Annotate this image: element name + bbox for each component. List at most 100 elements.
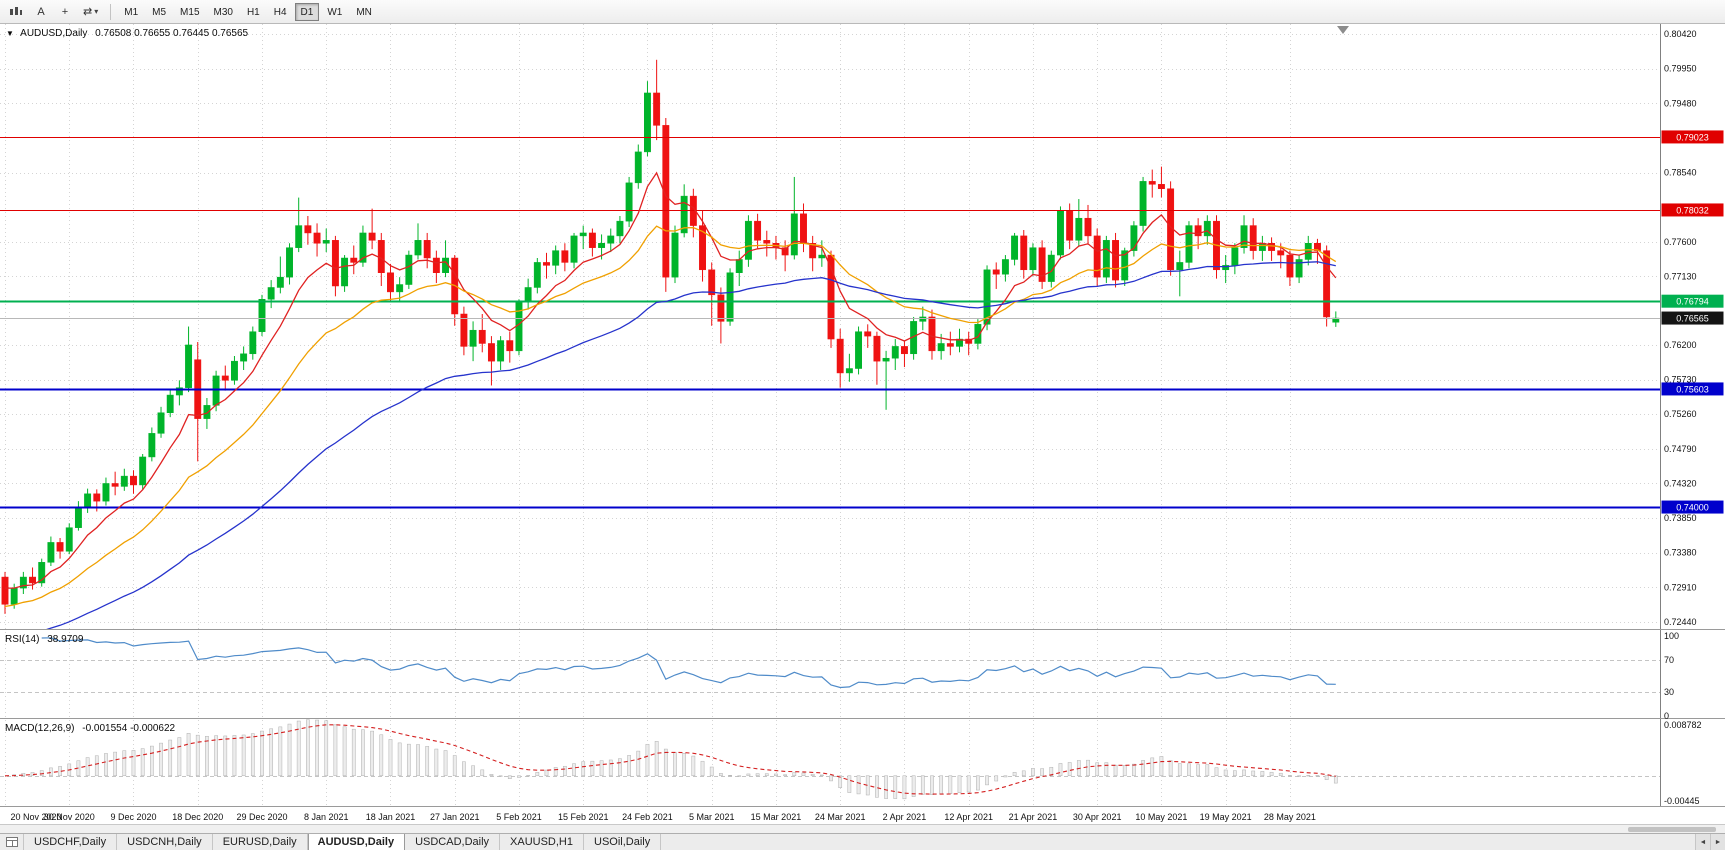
tab-XAUUSD[interactable]: XAUUSD,H1 xyxy=(500,834,584,850)
price-axis-labels: 0.80420 0.79950 0.79480 0.78540 0.77600 0.771… xyxy=(1664,29,1697,627)
svg-text:0.75260: 0.75260 xyxy=(1664,409,1697,419)
chart-shift-marker-icon[interactable] xyxy=(1337,26,1349,34)
tab-scroll-arrows: ◄ ► xyxy=(1695,834,1725,850)
hline-price-flag xyxy=(1661,382,1724,396)
timeframe-M15[interactable]: M15 xyxy=(174,3,205,21)
svg-text:20 Nov 2020: 20 Nov 2020 xyxy=(10,812,61,822)
svg-text:0.74000: 0.74000 xyxy=(1676,503,1709,513)
svg-text:30 Nov 2020: 30 Nov 2020 xyxy=(44,812,95,822)
svg-text:0.74320: 0.74320 xyxy=(1664,478,1697,488)
svg-text:15 Feb 2021: 15 Feb 2021 xyxy=(558,812,609,822)
last-price-flag xyxy=(1661,311,1724,325)
svg-text:0.72440: 0.72440 xyxy=(1664,617,1697,627)
hline-price-flag xyxy=(1661,500,1724,514)
svg-text:0.78540: 0.78540 xyxy=(1664,168,1697,178)
chart-canvas[interactable]: 0.80420 0.79950 0.79480 0.78540 0.77600 0.771… xyxy=(0,24,1725,824)
svg-text:29 Dec 2020: 29 Dec 2020 xyxy=(236,812,287,822)
rsi-axis-label: 0 xyxy=(1664,711,1669,721)
timeframe-M5[interactable]: M5 xyxy=(146,3,172,21)
macd-axis-label: -0.00445 xyxy=(1664,796,1700,806)
svg-text:0.79950: 0.79950 xyxy=(1664,64,1697,74)
tab-scroll-right-button[interactable]: ► xyxy=(1710,834,1725,850)
chart-background xyxy=(0,24,1725,824)
crosshair-button[interactable]: + xyxy=(54,2,76,21)
chart-tabs-bar: USDCHF,Daily USDCNH,Daily EURUSD,Daily AUDU… xyxy=(0,833,1725,850)
rsi-line xyxy=(41,637,1336,689)
tab-USOil[interactable]: USOil,Daily xyxy=(584,834,662,850)
timeframe-M30[interactable]: M30 xyxy=(208,3,239,21)
svg-text:0.76794: 0.76794 xyxy=(1676,297,1709,307)
text-tool-button[interactable]: A xyxy=(30,2,52,21)
rsi-axis-label: 70 xyxy=(1664,655,1674,665)
hline-price-flag xyxy=(1661,130,1724,144)
svg-text:0.80420: 0.80420 xyxy=(1664,29,1697,39)
rsi-axis-label: 100 xyxy=(1664,631,1679,641)
svg-text:12 Apr 2021: 12 Apr 2021 xyxy=(944,812,993,822)
svg-text:0.76200: 0.76200 xyxy=(1664,340,1697,350)
price-axis-background[interactable] xyxy=(1661,24,1725,824)
svg-text:0.72910: 0.72910 xyxy=(1664,582,1697,592)
tab-USDCHF[interactable]: USDCHF,Daily xyxy=(24,834,118,850)
macd-axis-label: 0.008782 xyxy=(1664,720,1702,730)
candlestick-chart-icon xyxy=(10,6,22,15)
svg-text:18 Dec 2020: 18 Dec 2020 xyxy=(172,812,223,822)
svg-text:19 May 2021: 19 May 2021 xyxy=(1200,812,1252,822)
timeframe-buttons: M1 M5 M15 M30 H1 H4 D1 W1 MN xyxy=(117,2,379,22)
chevron-down-icon: ▾ xyxy=(94,7,99,16)
crosshair-icon: + xyxy=(61,5,69,18)
rsi-axis-label: 30 xyxy=(1664,687,1674,697)
timeframe-M1[interactable]: M1 xyxy=(118,3,144,21)
grid-layer xyxy=(0,24,1660,806)
svg-text:21 Apr 2021: 21 Apr 2021 xyxy=(1009,812,1058,822)
chart-tabs: USDCHF,Daily USDCNH,Daily EURUSD,Daily AUDU… xyxy=(24,834,662,850)
templates-dropdown-button[interactable]: ⇄ ▾ xyxy=(78,2,103,21)
scrollbar-thumb[interactable] xyxy=(1628,827,1716,832)
svg-text:0.79023: 0.79023 xyxy=(1676,132,1709,142)
svg-text:0.75603: 0.75603 xyxy=(1676,384,1709,394)
candles-layer xyxy=(1,59,1340,614)
tab-EURUSD[interactable]: EURUSD,Daily xyxy=(213,834,308,850)
hline-objects xyxy=(0,137,1660,509)
tab-scroll-left-button[interactable]: ◄ xyxy=(1695,834,1710,850)
tab-AUDUSD[interactable]: AUDUSD,Daily xyxy=(307,834,406,850)
tab-USDCAD[interactable]: USDCAD,Daily xyxy=(405,834,501,850)
svg-text:24 Mar 2021: 24 Mar 2021 xyxy=(815,812,866,822)
horizontal-scrollbar[interactable] xyxy=(0,824,1725,833)
svg-text:10 May 2021: 10 May 2021 xyxy=(1135,812,1187,822)
svg-text:5 Mar 2021: 5 Mar 2021 xyxy=(689,812,735,822)
timeframe-H4[interactable]: H4 xyxy=(268,3,293,21)
svg-text:18 Jan 2021: 18 Jan 2021 xyxy=(366,812,416,822)
svg-text:2 Apr 2021: 2 Apr 2021 xyxy=(883,812,927,822)
timeframe-W1[interactable]: W1 xyxy=(321,3,348,21)
svg-text:0.74790: 0.74790 xyxy=(1664,444,1697,454)
svg-text:5 Feb 2021: 5 Feb 2021 xyxy=(496,812,542,822)
chart-window: 0.80420 0.79950 0.79480 0.78540 0.77600 0.771… xyxy=(0,24,1725,824)
swap-arrows-icon: ⇄ xyxy=(83,6,93,18)
toolbar: A + ⇄ ▾ M1 M5 M15 M30 H1 H4 D1 W1 MN xyxy=(0,0,1725,24)
svg-text:0.73850: 0.73850 xyxy=(1664,513,1697,523)
svg-text:0.79480: 0.79480 xyxy=(1664,98,1697,108)
toolbar-separator xyxy=(110,3,112,20)
svg-text:0.73380: 0.73380 xyxy=(1664,548,1697,558)
tab-USDCNH[interactable]: USDCNH,Daily xyxy=(117,834,213,850)
svg-text:28 May 2021: 28 May 2021 xyxy=(1264,812,1316,822)
svg-text:8 Jan 2021: 8 Jan 2021 xyxy=(304,812,349,822)
svg-text:15 Mar 2021: 15 Mar 2021 xyxy=(751,812,802,822)
svg-text:9 Dec 2020: 9 Dec 2020 xyxy=(110,812,156,822)
svg-text:24 Feb 2021: 24 Feb 2021 xyxy=(622,812,673,822)
timeframe-MN[interactable]: MN xyxy=(350,3,378,21)
timeframe-H1[interactable]: H1 xyxy=(241,3,266,21)
chart-type-button[interactable] xyxy=(4,2,28,21)
hline-price-flag xyxy=(1661,294,1724,308)
charts-list-icon[interactable] xyxy=(0,834,24,850)
macd-signal-line xyxy=(4,724,1336,795)
ma-21-line xyxy=(4,225,1337,608)
svg-text:30 Apr 2021: 30 Apr 2021 xyxy=(1073,812,1122,822)
timeframe-D1[interactable]: D1 xyxy=(294,3,320,22)
svg-text:27 Jan 2021: 27 Jan 2021 xyxy=(430,812,480,822)
svg-text:0.77600: 0.77600 xyxy=(1664,237,1697,247)
svg-text:0.78032: 0.78032 xyxy=(1676,205,1709,215)
ma-8-line xyxy=(5,171,1337,589)
